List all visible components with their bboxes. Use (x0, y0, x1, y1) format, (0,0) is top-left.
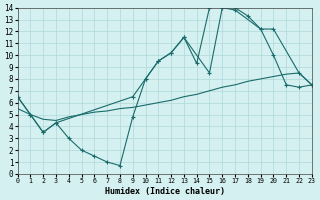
X-axis label: Humidex (Indice chaleur): Humidex (Indice chaleur) (105, 187, 225, 196)
